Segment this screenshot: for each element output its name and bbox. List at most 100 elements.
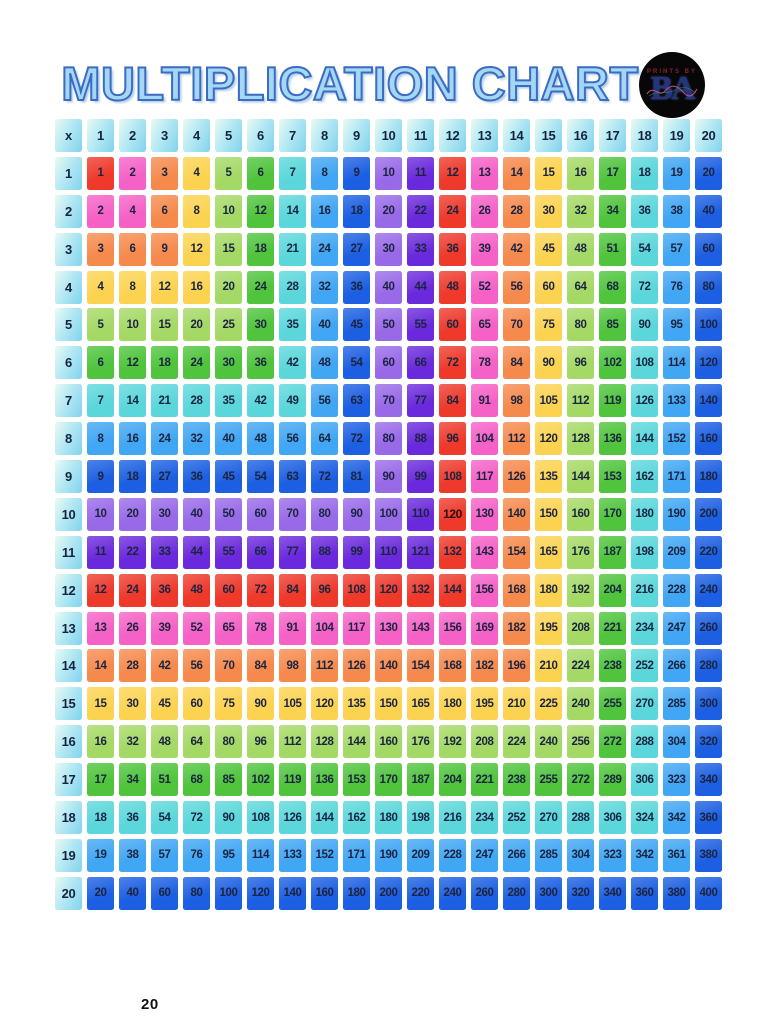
product-cell: 54	[151, 801, 178, 835]
product-cell: 13	[87, 611, 114, 645]
product-cell: 102	[599, 346, 626, 380]
product-cell: 154	[503, 535, 530, 569]
product-cell: 221	[599, 611, 626, 645]
product-cell: 85	[599, 308, 626, 342]
product-cell: 108	[631, 346, 658, 380]
product-cell: 252	[631, 649, 658, 683]
product-cell: 95	[663, 308, 690, 342]
product-cell: 1	[87, 156, 114, 190]
product-cell: 238	[599, 649, 626, 683]
product-cell: 40	[695, 194, 722, 228]
column-header: 14	[503, 119, 530, 152]
product-cell: 240	[695, 573, 722, 607]
product-cell: 200	[375, 876, 402, 910]
product-cell: 40	[183, 497, 210, 531]
product-cell: 204	[439, 763, 466, 797]
product-cell: 52	[471, 270, 498, 304]
product-cell: 75	[535, 308, 562, 342]
product-cell: 32	[311, 270, 338, 304]
product-cell: 60	[151, 876, 178, 910]
product-cell: 169	[471, 611, 498, 645]
product-cell: 39	[471, 232, 498, 266]
row-header: 14	[55, 649, 82, 683]
product-cell: 108	[247, 801, 274, 835]
product-cell: 136	[311, 763, 338, 797]
product-cell: 75	[215, 687, 242, 721]
product-cell: 77	[279, 535, 306, 569]
product-cell: 102	[247, 763, 274, 797]
product-cell: 170	[375, 763, 402, 797]
product-cell: 80	[375, 422, 402, 456]
product-cell: 51	[599, 232, 626, 266]
product-cell: 120	[439, 497, 466, 531]
product-cell: 21	[279, 232, 306, 266]
product-cell: 132	[407, 573, 434, 607]
product-cell: 45	[535, 232, 562, 266]
product-cell: 162	[631, 460, 658, 494]
product-cell: 32	[119, 725, 146, 759]
product-cell: 48	[247, 422, 274, 456]
product-cell: 162	[343, 801, 370, 835]
product-cell: 289	[599, 763, 626, 797]
product-cell: 35	[215, 384, 242, 418]
product-cell: 100	[215, 876, 242, 910]
product-cell: 14	[503, 156, 530, 190]
product-cell: 270	[631, 687, 658, 721]
product-cell: 42	[279, 346, 306, 380]
column-header: 15	[535, 119, 562, 152]
product-cell: 304	[567, 838, 594, 872]
product-cell: 24	[183, 346, 210, 380]
column-header: 6	[247, 119, 274, 152]
product-cell: 25	[215, 308, 242, 342]
product-cell: 260	[471, 876, 498, 910]
product-cell: 18	[151, 346, 178, 380]
product-cell: 68	[183, 763, 210, 797]
product-cell: 66	[247, 535, 274, 569]
product-cell: 15	[535, 156, 562, 190]
product-cell: 112	[567, 384, 594, 418]
product-cell: 198	[407, 801, 434, 835]
product-cell: 60	[695, 232, 722, 266]
product-cell: 100	[695, 308, 722, 342]
product-cell: 105	[535, 384, 562, 418]
product-cell: 64	[567, 270, 594, 304]
product-cell: 128	[567, 422, 594, 456]
product-cell: 90	[535, 346, 562, 380]
product-cell: 18	[247, 232, 274, 266]
product-cell: 44	[183, 535, 210, 569]
product-cell: 40	[215, 422, 242, 456]
product-cell: 160	[695, 422, 722, 456]
product-cell: 140	[375, 649, 402, 683]
column-header: 2	[119, 119, 146, 152]
product-cell: 6	[119, 232, 146, 266]
product-cell: 300	[535, 876, 562, 910]
product-cell: 120	[247, 876, 274, 910]
product-cell: 126	[343, 649, 370, 683]
row-header: 17	[55, 763, 82, 797]
product-cell: 63	[279, 460, 306, 494]
product-cell: 96	[567, 346, 594, 380]
product-cell: 168	[439, 649, 466, 683]
product-cell: 208	[471, 725, 498, 759]
product-cell: 16	[119, 422, 146, 456]
product-cell: 150	[535, 497, 562, 531]
product-cell: 14	[279, 194, 306, 228]
product-cell: 280	[503, 876, 530, 910]
product-cell: 88	[311, 535, 338, 569]
logo-prints-by-text: PRINTS BY	[646, 68, 697, 75]
product-cell: 247	[663, 611, 690, 645]
product-cell: 56	[311, 384, 338, 418]
product-cell: 119	[599, 384, 626, 418]
product-cell: 45	[151, 687, 178, 721]
product-cell: 11	[87, 535, 114, 569]
product-cell: 84	[247, 649, 274, 683]
product-cell: 288	[567, 801, 594, 835]
product-cell: 153	[599, 460, 626, 494]
product-cell: 285	[663, 687, 690, 721]
product-cell: 9	[343, 156, 370, 190]
product-cell: 117	[343, 611, 370, 645]
product-cell: 16	[87, 725, 114, 759]
product-cell: 76	[663, 270, 690, 304]
product-cell: 150	[375, 687, 402, 721]
product-cell: 48	[311, 346, 338, 380]
